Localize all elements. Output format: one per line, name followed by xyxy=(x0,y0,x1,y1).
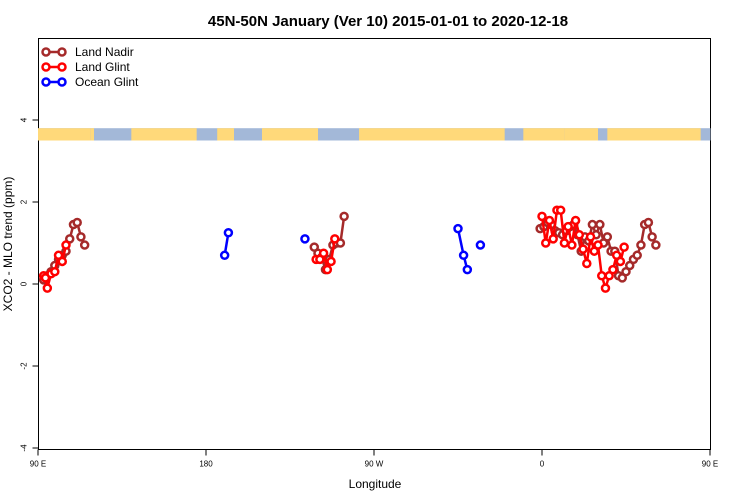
data-series xyxy=(38,205,661,293)
land-nadir-point xyxy=(76,232,86,242)
land-glint-point xyxy=(570,215,581,226)
y-tick-label: -2 xyxy=(20,362,29,370)
ocean-glint-point xyxy=(475,240,486,250)
land-nadir-point xyxy=(339,211,349,222)
y-tick-label: 0 xyxy=(20,281,29,286)
legend-ocean-glint-marker xyxy=(57,77,67,87)
land-glint-point xyxy=(548,234,558,244)
map-strip-land xyxy=(523,128,565,141)
land-glint-point xyxy=(615,256,626,267)
y-tick-label: 2 xyxy=(20,199,29,204)
x-tick-label: 0 xyxy=(540,460,545,469)
land-nadir-point xyxy=(72,217,82,228)
legend-ocean-glint-marker xyxy=(41,77,51,87)
land-glint-point xyxy=(50,266,60,277)
land-glint-point xyxy=(330,234,340,244)
land-glint-point xyxy=(596,271,607,281)
land-glint-point xyxy=(537,211,547,222)
map-strip-land xyxy=(564,128,598,141)
map-strip-land xyxy=(359,128,505,141)
ocean-glint-point xyxy=(223,228,234,238)
legend-land-nadir-label: Land Nadir xyxy=(75,45,134,59)
land-nadir-point xyxy=(602,232,613,242)
land-glint-point xyxy=(544,215,555,226)
map-strip xyxy=(38,128,711,141)
map-strip-land xyxy=(38,128,91,141)
ocean-glint-point xyxy=(458,250,469,261)
land-nadir-point xyxy=(595,219,605,230)
land-nadir-point xyxy=(651,240,661,250)
land-glint-point xyxy=(578,244,588,254)
land-glint-point xyxy=(574,230,585,240)
ocean-glint-point xyxy=(453,223,463,234)
land-glint-point xyxy=(42,283,53,293)
map-strip-land xyxy=(262,128,318,141)
land-glint-point xyxy=(540,238,551,248)
land-glint-point xyxy=(61,240,71,250)
land-glint-point xyxy=(322,264,333,275)
land-glint-point xyxy=(585,232,596,242)
ocean-glint-point xyxy=(219,250,230,261)
map-strip-land xyxy=(607,128,701,141)
land-glint-point xyxy=(326,256,336,267)
y-tick-label: 4 xyxy=(20,117,29,122)
land-glint-point xyxy=(582,258,592,269)
land-nadir-point xyxy=(643,217,654,228)
land-glint-point xyxy=(567,240,577,250)
legend-land-nadir-marker xyxy=(41,47,51,57)
x-tick-label: 180 xyxy=(199,460,213,469)
y-axis-label: XCO2 - MLO trend (ppm) xyxy=(1,177,15,312)
ocean-glint-point xyxy=(462,264,473,275)
land-glint-point xyxy=(600,283,611,293)
land-nadir-point xyxy=(79,240,90,250)
legend-land-nadir-marker xyxy=(57,47,67,57)
chart-title: 45N-50N January (Ver 10) 2015-01-01 to 2… xyxy=(208,13,568,30)
land-nadir-point xyxy=(587,219,598,230)
x-tick-label: 90 W xyxy=(365,460,384,469)
legend-land-glint-label: Land Glint xyxy=(75,60,130,74)
map-strip-land xyxy=(131,128,197,141)
ocean-glint-line xyxy=(456,228,469,270)
legend-ocean-glint-label: Ocean Glint xyxy=(75,75,139,89)
x-axis-label: Longitude xyxy=(349,477,402,491)
y-tick-label: -4 xyxy=(20,444,29,452)
land-nadir-point xyxy=(647,232,657,242)
land-glint-point xyxy=(555,205,566,215)
x-tick-label: 90 E xyxy=(30,460,46,469)
land-glint-point xyxy=(608,264,618,275)
land-glint-point xyxy=(563,221,573,232)
x-tick-label: 90 E xyxy=(702,460,718,469)
land-glint-point xyxy=(559,238,570,248)
land-glint-point xyxy=(318,248,329,258)
land-nadir-point xyxy=(632,250,642,261)
land-glint-point xyxy=(57,256,68,267)
land-nadir-point xyxy=(636,240,646,250)
legend-land-glint-marker xyxy=(41,62,51,72)
land-glint-point xyxy=(593,240,603,250)
land-glint-point xyxy=(619,242,629,252)
map-strip-land xyxy=(217,128,234,141)
map-strip-land xyxy=(90,128,94,141)
ocean-glint-point xyxy=(300,234,310,244)
legend-land-glint-marker xyxy=(57,62,67,72)
